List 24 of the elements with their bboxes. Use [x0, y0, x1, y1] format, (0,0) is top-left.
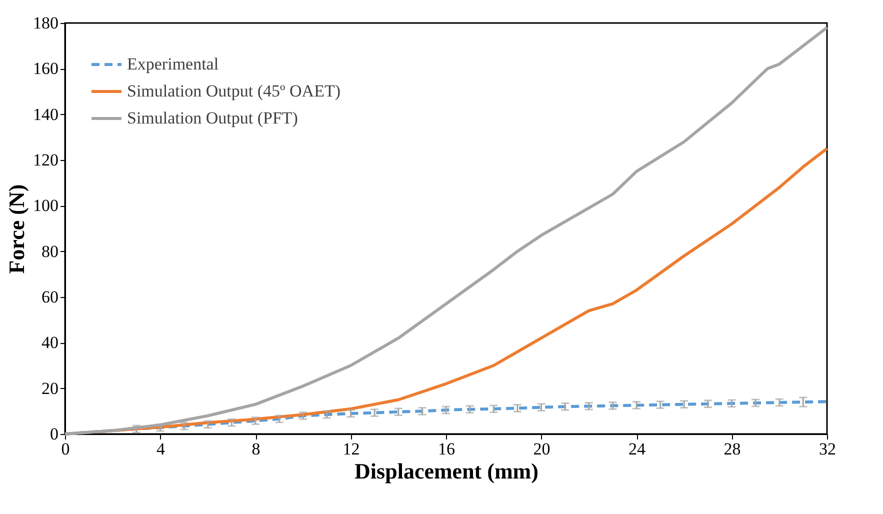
x-tick-label: 28 [724, 440, 741, 458]
x-tick-label: 4 [156, 440, 166, 458]
x-tick-label: 8 [252, 440, 260, 458]
y-tick-label: 60 [42, 288, 58, 306]
y-tick-label: 80 [42, 242, 58, 261]
y-tick-label: 160 [33, 59, 58, 78]
x-tick-label: 20 [533, 440, 550, 458]
y-tick-label: 140 [33, 104, 58, 124]
legend-label: Simulation Output (PFT) [127, 108, 298, 128]
y-tick-label: 0 [50, 424, 58, 444]
legend-label: Experimental [127, 54, 219, 74]
y-tick-label: 40 [42, 333, 58, 352]
x-axis-title: Displacement (mm) [354, 458, 538, 484]
x-tick-label: 12 [342, 440, 360, 458]
legend-label: Simulation Output (45º OAET) [127, 82, 341, 100]
x-tick-label: 16 [438, 440, 455, 458]
y-tick-label: 20 [42, 378, 58, 398]
x-tick-label: 32 [819, 440, 836, 458]
y-tick-label: 120 [33, 150, 58, 170]
y-tick-label: 100 [33, 196, 58, 216]
y-tick-label: 180 [33, 14, 58, 32]
y-axis-title: Force (N) [4, 184, 29, 274]
x-tick-label: 24 [628, 440, 646, 458]
x-tick-label: 0 [61, 440, 70, 458]
